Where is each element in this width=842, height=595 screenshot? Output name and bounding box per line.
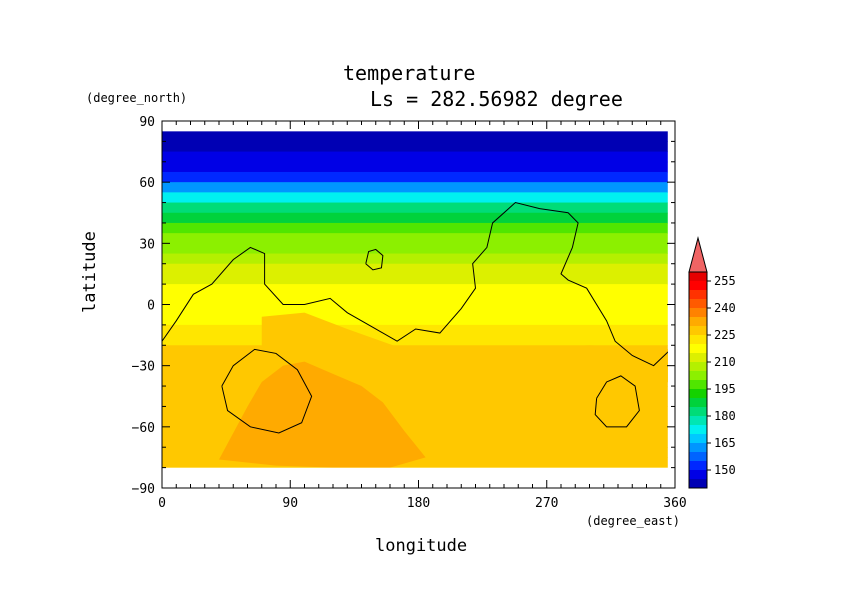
temperature-band: [162, 263, 668, 285]
temperature-band: [162, 202, 668, 214]
colorbar-label: 180: [714, 409, 736, 423]
y-tick-label: −90: [132, 482, 155, 497]
equatorial-contour: [162, 202, 668, 367]
temperature-band: [162, 324, 668, 346]
x-tick-label: 360: [663, 496, 686, 511]
south-east-contour: [594, 375, 640, 428]
temperature-band: [162, 131, 668, 142]
colorbar-swatch: [689, 425, 707, 434]
colorbar: 150 165 180 195 210 225 240 255: [688, 236, 736, 489]
colorbar-swatch: [689, 443, 707, 452]
colorbar-swatch: [689, 398, 707, 407]
colorbar-swatch: [689, 335, 707, 344]
southern-warm-core: [219, 361, 426, 468]
y-tick-label: −30: [132, 360, 155, 375]
y-tick-label: 60: [139, 176, 155, 191]
colorbar-swatch: [689, 371, 707, 380]
x-axis-label: longitude: [375, 536, 468, 556]
contour-lines: [162, 202, 668, 434]
temperature-band: [162, 243, 668, 255]
colorbar-swatch: [689, 326, 707, 335]
colorbar-swatch: [689, 416, 707, 425]
plot-area: [162, 131, 668, 469]
y-tick-label: 30: [139, 237, 155, 252]
colorbar-swatch: [689, 389, 707, 398]
temperature-band: [162, 141, 668, 153]
colorbar-swatch: [689, 299, 707, 308]
y-tick-label: −60: [132, 421, 155, 436]
colorbar-swatch: [689, 461, 707, 470]
colorbar-swatch: [689, 281, 707, 290]
colorbar-label: 150: [714, 463, 736, 477]
colorbar-swatch: [689, 272, 707, 281]
colorbar-swatch: [689, 479, 707, 488]
temperature-band: [162, 212, 668, 224]
chart-title: temperature: [343, 61, 476, 85]
temperature-band: [162, 253, 668, 265]
colorbar-label: 255: [714, 274, 736, 288]
y-axis-unit: (degree_north): [86, 91, 188, 105]
temperature-band: [162, 468, 668, 469]
colorbar-swatch: [689, 380, 707, 389]
colorbar-label: 240: [714, 301, 736, 315]
temperature-band: [162, 386, 668, 407]
colorbar-swatch: [689, 470, 707, 479]
colorbar-label: 195: [714, 382, 736, 396]
small-north-contour: [365, 248, 384, 271]
x-tick-label: 270: [535, 496, 558, 511]
colorbar-swatch: [689, 308, 707, 317]
colorbar-swatch: [689, 344, 707, 353]
temperature-band: [162, 182, 668, 193]
colorbar-label: 210: [714, 355, 736, 369]
colorbar-swatch: [689, 452, 707, 461]
x-tick-label: 180: [407, 496, 430, 511]
temperature-band: [162, 406, 668, 428]
colorbar-extend-arrow: [688, 236, 708, 273]
temperature-band: [162, 284, 668, 305]
equatorial-warm-tongue: [261, 312, 668, 387]
x-tick-label: 90: [282, 496, 298, 511]
y-tick-label: 90: [139, 115, 155, 130]
colorbar-swatch: [689, 290, 707, 299]
colorbar-swatch: [689, 434, 707, 443]
temperature-band: [162, 161, 668, 173]
x-axis-unit: (degree_east): [586, 514, 680, 528]
colorbar-label: 165: [714, 436, 736, 450]
temperature-band: [162, 192, 668, 204]
x-tick-label: 0: [158, 496, 166, 511]
colorbar-label: 225: [714, 328, 736, 342]
colorbar-swatch: [689, 362, 707, 371]
temperature-band: [162, 222, 668, 234]
temperature-band: [162, 457, 668, 468]
y-tick-label: 0: [147, 299, 155, 314]
temperature-band: [162, 151, 668, 163]
axes: 0 90 180 270 360 −90 −60 −30 0 30 60 90: [132, 115, 687, 511]
temperature-band: [162, 304, 668, 326]
colorbar-swatch: [689, 317, 707, 326]
colorbar-frame: [688, 271, 708, 489]
colorbar-swatch: [689, 407, 707, 416]
chart-subtitle: Ls = 282.56982 degree: [370, 87, 623, 111]
colorbar-swatch: [689, 353, 707, 362]
temperature-band: [162, 233, 668, 244]
south-west-contour: [221, 348, 313, 434]
temperature-band: [162, 171, 668, 183]
